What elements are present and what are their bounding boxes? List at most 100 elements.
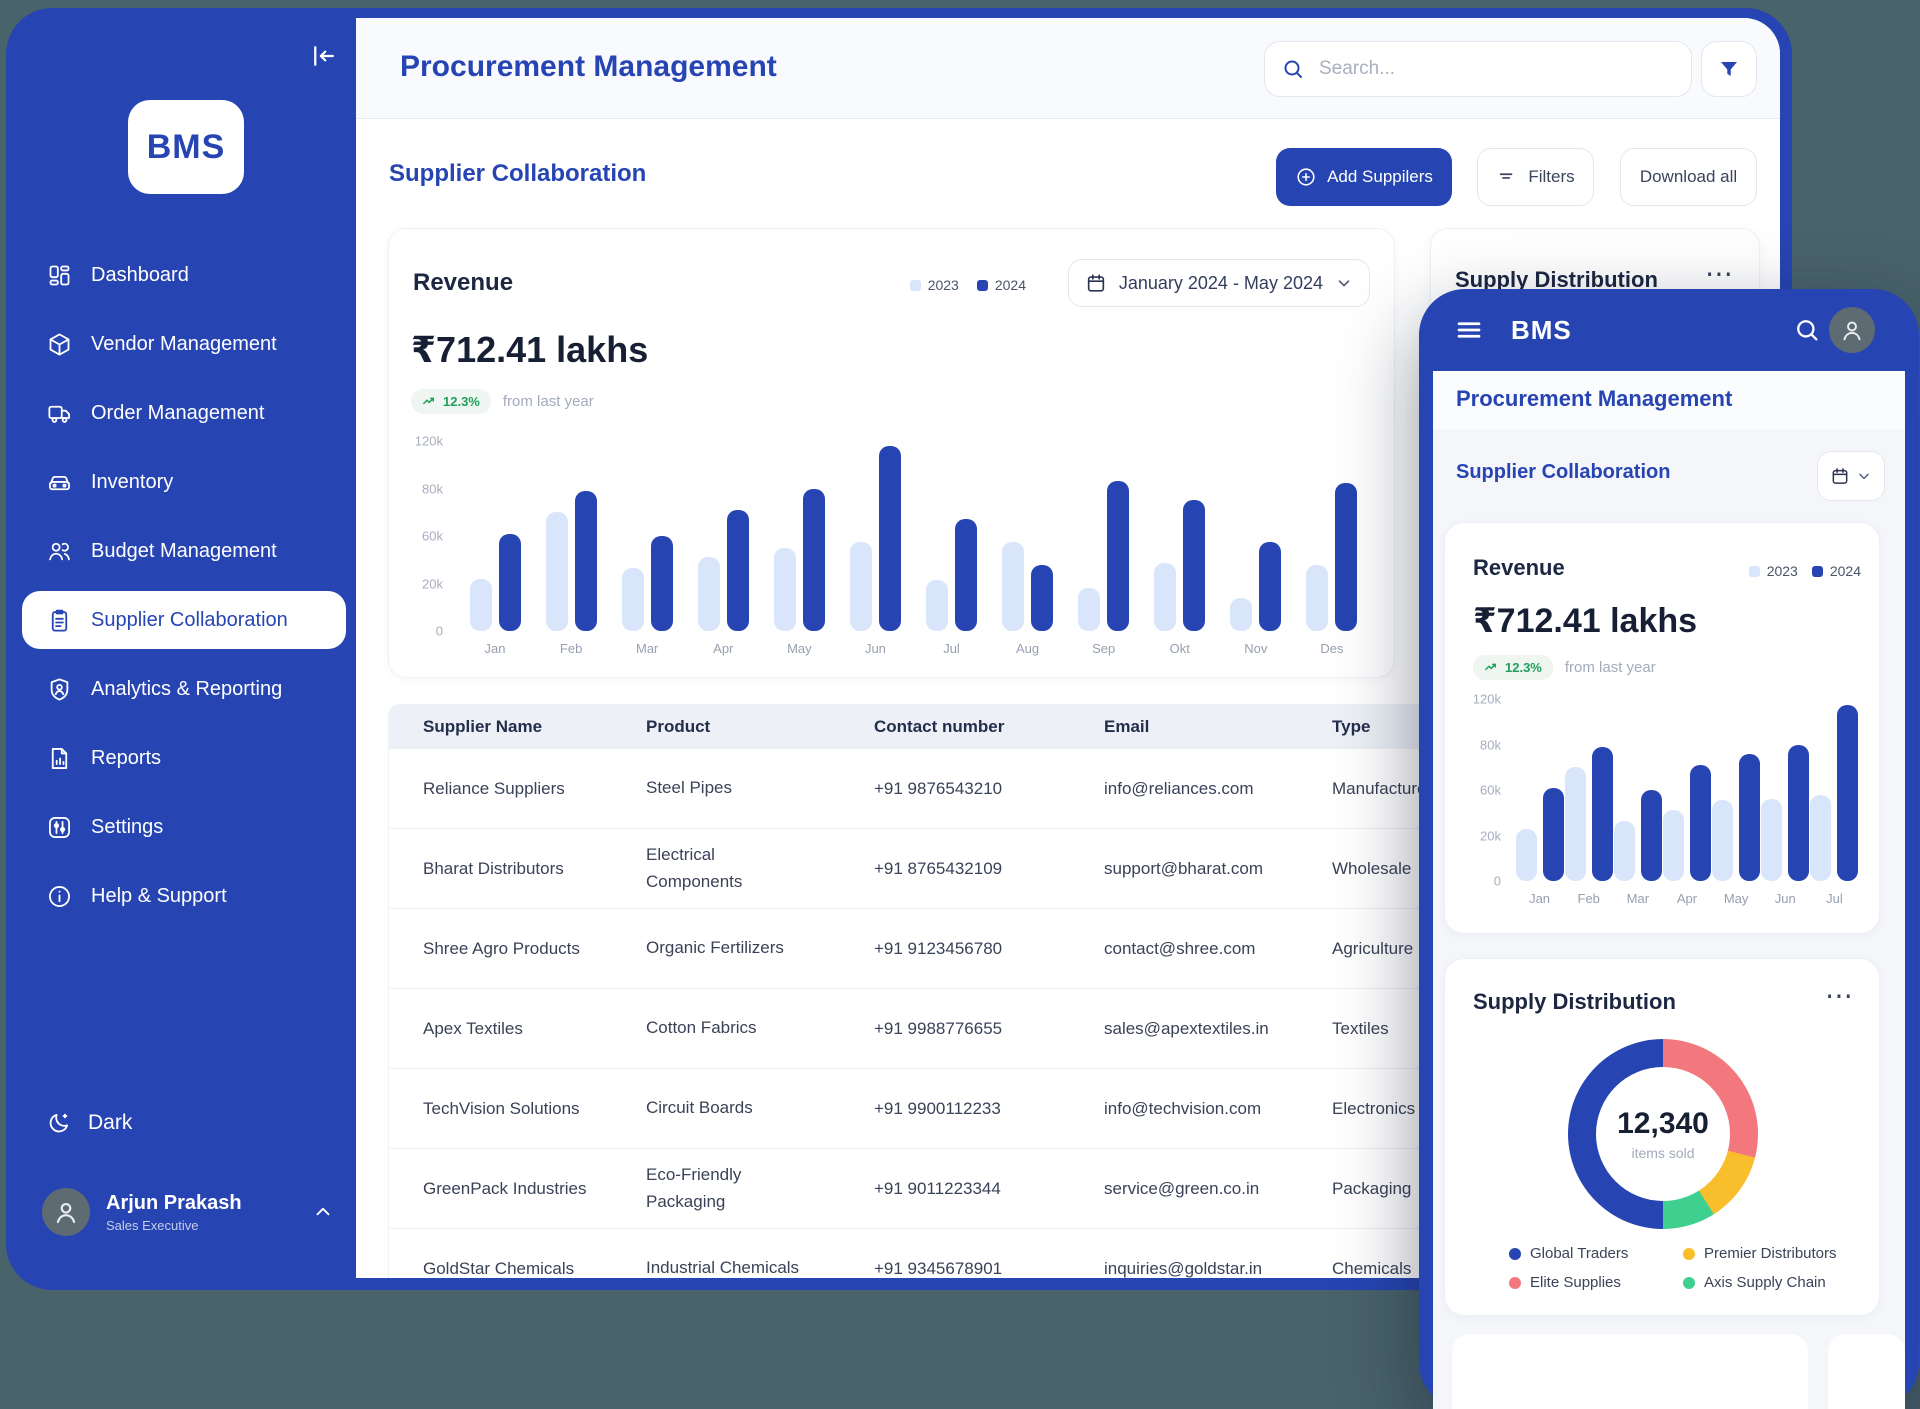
mobile-page-title: Procurement Management [1456, 386, 1733, 411]
cell-type: Packaging [1332, 1178, 1412, 1198]
cell-email: sales@apextextiles.in [1104, 1018, 1269, 1038]
search-input[interactable] [1317, 57, 1675, 81]
x-axis-label: Apr [1676, 891, 1698, 906]
bar-2023-Sep [1078, 588, 1101, 631]
main-header: Procurement Management [356, 18, 1780, 119]
sidebar-item-settings[interactable]: Settings [22, 798, 346, 856]
app-logo[interactable]: BMS [128, 100, 244, 194]
chevron-up-icon[interactable] [312, 1201, 334, 1223]
x-axis-label: Feb [1577, 891, 1600, 906]
chevron-down-icon [1856, 468, 1872, 484]
dashboard-icon [46, 262, 73, 289]
bar-group-May [1712, 699, 1761, 881]
cell-email: info@reliances.com [1104, 778, 1254, 798]
sidebar-item-label: Vendor Management [91, 332, 277, 355]
sidebar-item-help-support[interactable]: Help & Support [22, 867, 346, 925]
settings-icon [46, 814, 73, 841]
sidebar-item-vendor-management[interactable]: Vendor Management [22, 315, 346, 373]
y-axis-tick: 0 [435, 623, 443, 639]
bar-2024-Apr [1689, 764, 1711, 881]
y-axis-tick: 20k [422, 576, 443, 591]
date-range-select[interactable]: January 2024 - May 2024 [1067, 259, 1370, 307]
bar-2023-Apr [697, 557, 720, 631]
cell-contact: +91 9123456780 [874, 938, 1003, 958]
sidebar-item-supplier-collaboration[interactable]: Supplier Collaboration [22, 591, 346, 649]
column-header-email: Email [1104, 717, 1150, 736]
funnel-icon [1717, 57, 1741, 81]
sidebar-item-reports[interactable]: Reports [22, 729, 346, 787]
table-row: GreenPack Industries Eco-Friendly Packagi… [389, 1149, 1759, 1229]
dark-mode-toggle[interactable]: Dark [46, 1110, 132, 1136]
legend-swatch-2023 [909, 279, 921, 291]
cell-product: Eco-Friendly Packaging [646, 1165, 742, 1211]
filters-button[interactable]: Filters [1477, 148, 1594, 206]
plus-circle-icon [1295, 166, 1317, 188]
sidebar-item-inventory[interactable]: Inventory [22, 453, 346, 511]
sidebar-item-label: Analytics & Reporting [91, 677, 283, 700]
mobile-avatar[interactable] [1829, 307, 1875, 353]
cell-product: Electrical Components [646, 845, 743, 891]
supplier-icon [46, 607, 73, 634]
legend-item-2024: 2024 [976, 277, 1026, 293]
sidebar-item-budget-management[interactable]: Budget Management [22, 522, 346, 580]
bar-2023-Jul [926, 579, 948, 631]
bar-group-Jan [457, 441, 533, 631]
inventory-icon [46, 469, 73, 496]
bar-2023-Feb [545, 512, 568, 631]
cell-contact: +91 9988776655 [874, 1018, 1003, 1038]
revenue-amount: ₹712.41 lakhs [411, 329, 649, 370]
bar-2023-Des [1306, 564, 1329, 631]
add-suppliers-button[interactable]: Add Suppilers [1276, 148, 1452, 206]
y-axis-tick: 60k [422, 528, 443, 544]
table-row: Shree Agro Products Organic Fertilizers +9… [389, 909, 1759, 989]
table-row: Apex Textiles Cotton Fabrics +91 998877665… [389, 989, 1759, 1069]
sidebar-item-order-management[interactable]: Order Management [22, 384, 346, 442]
dark-mode-label: Dark [88, 1111, 133, 1134]
date-range-value: January 2024 - May 2024 [1118, 272, 1323, 293]
sidebar-collapse-button[interactable] [306, 38, 342, 74]
y-axis-tick: 60k [1480, 782, 1501, 798]
download-all-button[interactable]: Download all [1620, 148, 1757, 206]
bar-group-Apr [685, 441, 761, 631]
user-profile[interactable]: Arjun Prakash Sales Executive [42, 1176, 334, 1248]
analytics-icon [46, 676, 73, 703]
cell-type: Electronics [1332, 1098, 1416, 1118]
cell-supplier: GreenPack Industries [423, 1178, 587, 1198]
sidebar-item-dashboard[interactable]: Dashboard [22, 246, 346, 304]
filter-button[interactable] [1701, 41, 1757, 97]
card-menu-icon[interactable]: ⋯ [1825, 980, 1855, 1011]
page-title: Procurement Management [400, 50, 777, 83]
bar-group-Jan [1515, 699, 1564, 881]
sidebar: BMS Dashboard Vendor Management Order Mana… [6, 8, 356, 1290]
x-axis-label: Apr [713, 641, 734, 656]
cell-product: Industrial Chemicals [646, 1258, 800, 1278]
cell-product: Steel Pipes [646, 778, 732, 798]
column-header-product: Product [646, 717, 711, 736]
bar-2024-Jul [955, 519, 977, 631]
sidebar-item-analytics-reporting[interactable]: Analytics & Reporting [22, 660, 346, 718]
cell-product: Organic Fertilizers [646, 938, 784, 958]
x-axis-label: Des [1320, 641, 1344, 656]
hamburger-menu-icon[interactable] [1454, 315, 1484, 345]
card-menu-icon[interactable]: ⋯ [1705, 258, 1735, 289]
supply-card-title: Supply Distribution [1455, 267, 1658, 292]
sidebar-nav: Dashboard Vendor Management Order Manageme… [6, 246, 356, 936]
legend-item-2023: 2023 [909, 277, 959, 293]
cell-product: Circuit Boards [646, 1098, 753, 1118]
cell-contact: +91 9900112233 [874, 1098, 1001, 1118]
legend-dot [1509, 1247, 1521, 1260]
cell-email: support@bharat.com [1104, 858, 1264, 878]
mobile-search-icon[interactable] [1793, 316, 1821, 344]
cell-supplier: Apex Textiles [423, 1018, 523, 1038]
sidebar-item-label: Settings [91, 815, 164, 838]
legend-swatch-2024 [1811, 565, 1823, 577]
bar-2023-Jan [1515, 828, 1537, 881]
mobile-date-button[interactable] [1817, 451, 1885, 501]
bar-2023-Jul [1810, 794, 1832, 881]
collapse-sidebar-icon [309, 41, 339, 71]
mobile-revenue-delta-badge: 12.3% [1473, 655, 1553, 680]
bar-group-Sep [1066, 441, 1142, 631]
legend-dot [1683, 1276, 1695, 1289]
mobile-revenue-amount: ₹712.41 lakhs [1473, 602, 1698, 640]
cell-contact: +91 9345678901 [874, 1258, 1003, 1278]
